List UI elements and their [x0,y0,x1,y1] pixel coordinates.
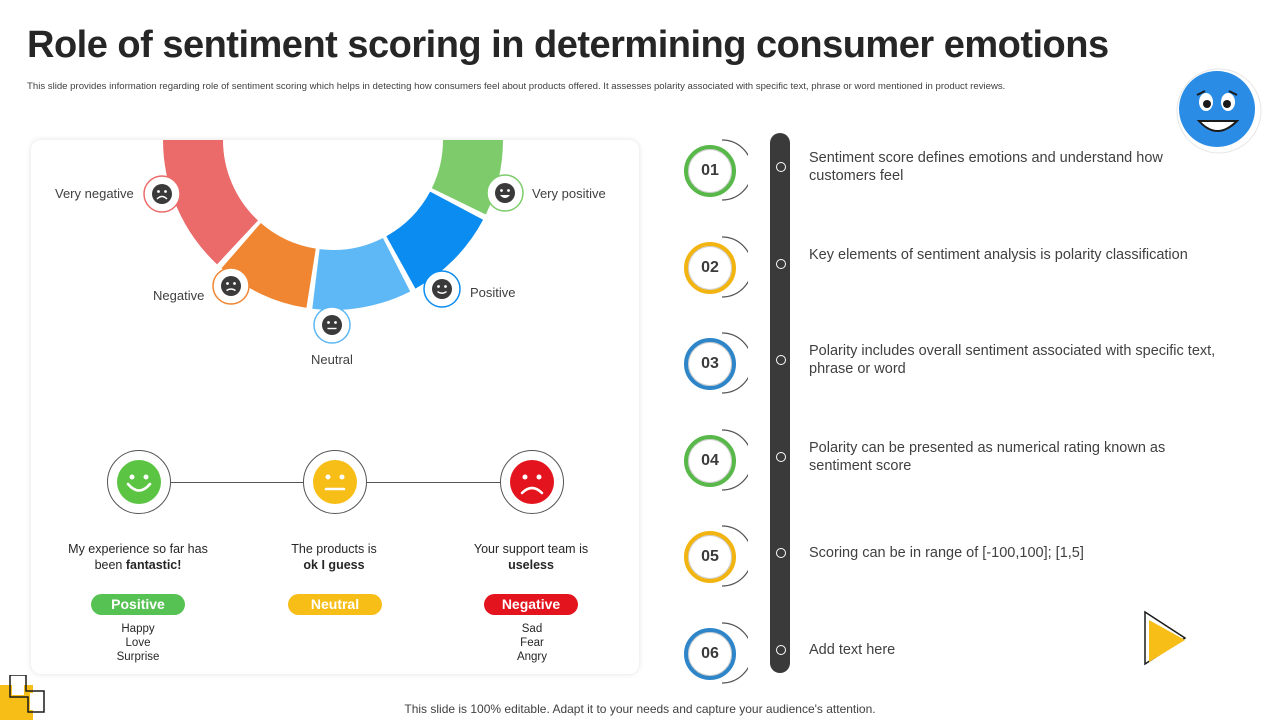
page-subtitle: This slide provides information regardin… [27,81,1006,92]
page-title: Role of sentiment scoring in determining… [27,24,1109,66]
corner-decoration-icon [0,675,45,720]
step-text: Polarity includes overall sentiment asso… [809,343,1216,377]
very-negative-face-icon [143,175,181,213]
negative-quote: Your support team is useless [473,542,589,572]
step-number: 04 [684,434,736,487]
timeline-dot [776,258,786,269]
negative-emotion-words: Sad Fear Angry [482,622,582,664]
positive-face-icon [423,270,461,308]
step-arc-icon [721,525,748,587]
step-number: 06 [684,627,736,680]
positive-quote: My experience so far has been fantastic! [68,542,208,572]
sentiment-arc [163,140,503,310]
arc-segment-3 [312,238,411,310]
timeline-bar [770,133,790,673]
step-arc-icon [721,332,748,394]
timeline-dot [776,451,786,462]
negative-face-icon [212,267,250,305]
step-number-badge: 05 [676,523,748,589]
emotion-word: Angry [516,651,548,663]
sad-face-icon [510,460,554,504]
step-number-badge: 04 [676,427,748,493]
arc-segment-5 [431,140,503,215]
arc-segment-2 [221,223,316,308]
smiley-mascot-icon [1176,68,1262,154]
step-text: Polarity can be presented as numerical r… [809,439,1166,474]
timeline-dot [776,644,786,655]
step-number: 03 [684,338,736,390]
step-text: Key elements of sentiment analysis is po… [809,246,1188,263]
neutral-face-icon [313,306,351,344]
negative-face-circle [500,450,564,514]
step-arc-icon [721,428,748,491]
step-number-badge: 06 [676,620,748,686]
step-number: 05 [684,531,736,583]
timeline-dot [776,162,786,172]
negative-badge: Negative [484,594,578,615]
very-positive-face-icon [486,174,524,212]
emotion-word: Fear [520,637,544,649]
negative-label: Negative [153,288,205,303]
step-text: Add text here [809,641,896,658]
neutral-label: Neutral [311,352,353,367]
footer-note: This slide is 100% editable. Adapt it to… [404,702,876,716]
step-number-badge: 02 [676,234,748,300]
sentiment-scale-panel: Very negative Negative Neutral Positive … [31,140,639,674]
step-number-badge: 01 [676,137,748,203]
timeline-dot [776,548,786,558]
neutral-face-circle [303,450,367,514]
positive-emotion-words: Happy Love Surprise [88,622,188,664]
positive-badge: Positive [91,594,185,615]
step-text: Sentiment score defines emotions and und… [809,150,1163,184]
arc-segment-1 [163,140,258,265]
step-number-badge: 03 [676,330,748,396]
play-arrow-icon [1144,610,1187,666]
arc-segment-4 [386,191,484,289]
emotion-word: Sad [521,623,543,635]
step-text: Scoring can be in range of [-100,100]; [… [809,545,1084,561]
neutral-badge: Neutral [288,594,382,615]
step-arc-icon [721,235,748,298]
neutral-quote: The products is ok I guess [291,542,377,572]
emotion-word: Happy [121,623,155,635]
step-number: 01 [684,145,736,197]
timeline-dot [776,355,786,365]
step-arc-icon [721,139,748,201]
neutral-face-icon-large [313,460,357,504]
very-positive-label: Very positive [532,186,606,201]
very-negative-label: Very negative [55,186,134,201]
emotion-word: Surprise [116,651,160,663]
positive-face-circle [107,450,171,514]
emotion-word: Love [125,637,151,649]
happy-face-icon [117,460,161,504]
step-arc-icon [721,621,748,684]
positive-label: Positive [470,285,516,300]
step-number: 02 [684,241,736,294]
